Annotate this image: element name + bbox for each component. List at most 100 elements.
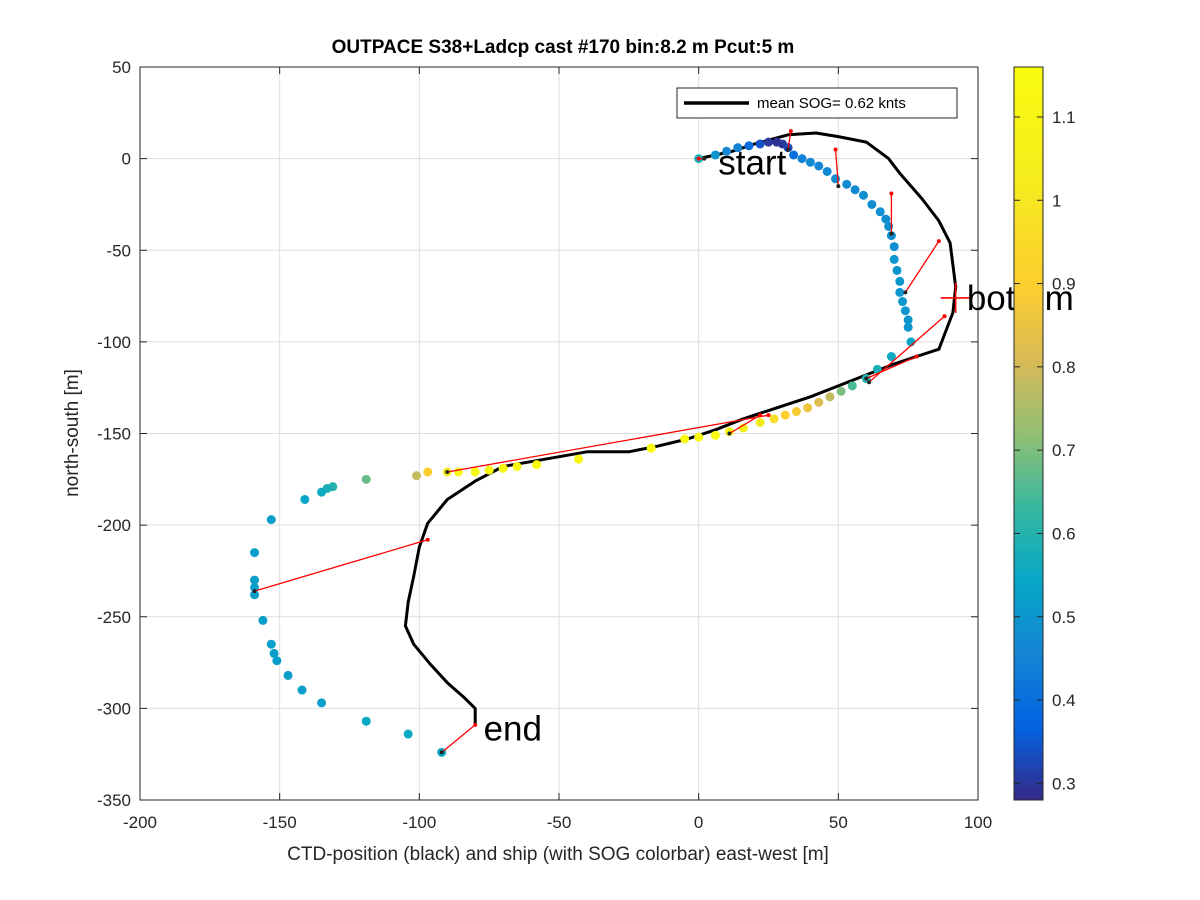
connector-line (729, 414, 761, 435)
ship-point (895, 287, 905, 297)
colorbar-tick-label: 0.5 (1052, 608, 1076, 627)
y-tick-label: 50 (112, 58, 131, 77)
ship-point (283, 670, 293, 680)
ship-point (403, 729, 413, 739)
ship-point (266, 515, 276, 525)
y-tick-label: -250 (97, 608, 131, 627)
ship-point (903, 315, 913, 325)
ship-point (744, 141, 754, 151)
legend-label: mean SOG= 0.62 knts (757, 95, 906, 112)
ctd-track (403, 131, 958, 725)
connector-end-dot (696, 156, 701, 161)
colorbar-tick-label: 0.9 (1052, 275, 1076, 294)
ship-point (814, 161, 824, 171)
legend: mean SOG= 0.62 knts (676, 87, 958, 119)
connector-end-dot (473, 722, 478, 727)
ship-point (822, 166, 832, 176)
connector-lines (252, 129, 947, 755)
colorbar-tick-label: 0.3 (1052, 774, 1076, 793)
colorbar-tick-label: 0.4 (1052, 691, 1076, 710)
markers (940, 282, 971, 313)
ship-point (300, 494, 310, 504)
colorbar-tick-label: 0.8 (1052, 358, 1076, 377)
ship-point (769, 414, 779, 424)
annotation-end: end (484, 710, 542, 749)
ship-point (895, 276, 905, 286)
ship-point (317, 698, 327, 708)
connector-end-dot (425, 537, 430, 542)
ship-point (872, 364, 882, 374)
colorbar: 0.3 0.4 0.5 0.6 0.7 0.8 0.9 1 1.1 (1013, 66, 1076, 801)
colorbar-ticks: 0.3 0.4 0.5 0.6 0.7 0.8 0.9 1 1.1 (1014, 108, 1076, 793)
annotation-start: start (718, 143, 786, 182)
ship-point (755, 418, 765, 428)
grid (140, 67, 978, 800)
y-tick-label: -50 (106, 241, 131, 260)
ctd-track-line (403, 131, 958, 725)
x-tick-label: 0 (694, 813, 703, 832)
ship-point (250, 575, 260, 585)
ship-point (738, 423, 748, 433)
ship-point (297, 685, 307, 695)
y-tick-label: -100 (97, 333, 131, 352)
connector-line (254, 539, 428, 592)
y-tick-label: 0 (122, 150, 131, 169)
ship-point (886, 352, 896, 362)
ship-point (680, 434, 690, 444)
ship-point (272, 656, 282, 666)
x-tick-label: 100 (964, 813, 992, 832)
connector-end-dot (833, 147, 838, 152)
ship-point (892, 265, 902, 275)
connector-end-dot (864, 376, 869, 381)
ship-point (250, 582, 260, 592)
connector-end-dot (936, 239, 941, 244)
ship-point (850, 185, 860, 195)
connector-end-dot (914, 354, 919, 359)
ship-point (791, 407, 801, 417)
y-axis-label: north-south [m] (62, 369, 83, 497)
x-tick-label: 50 (829, 813, 848, 832)
ship-point (423, 467, 433, 477)
ship-point (875, 207, 885, 217)
colorbar-gradient (1013, 66, 1044, 801)
connector-end-dot (439, 750, 444, 755)
ship-point (250, 590, 260, 600)
y-tick-label: -150 (97, 425, 131, 444)
ship-point (881, 214, 891, 224)
ship-point (831, 174, 841, 184)
ship-point (710, 430, 720, 440)
ship-point (789, 150, 799, 160)
ship-point (903, 322, 913, 332)
ship-point (532, 460, 542, 470)
ship-point (858, 190, 868, 200)
ship-point (269, 648, 279, 658)
y-tick-label: -350 (97, 791, 131, 810)
ship-point (867, 199, 877, 209)
colorbar-tick-label: 0.7 (1052, 441, 1076, 460)
ship-point (484, 465, 494, 475)
ship-point (805, 157, 815, 167)
ship-point (889, 242, 899, 252)
connector-end-dot (889, 191, 894, 196)
connector-end-dot (786, 147, 791, 152)
connector-end-dot (942, 314, 947, 319)
x-tick-label: -100 (402, 813, 436, 832)
x-tick-label: -150 (263, 813, 297, 832)
x-tick-label: -200 (123, 813, 157, 832)
ship-point (361, 716, 371, 726)
x-axis-label: CTD-position (black) and ship (with SOG … (287, 844, 829, 865)
connector-end-dot (252, 589, 257, 594)
connector-end-dot (788, 129, 793, 134)
x-axis-ticks: -200 -150 -100 -50 0 50 100 (123, 67, 992, 832)
connector-line (834, 149, 839, 187)
connector-end-dot (903, 290, 908, 295)
colorbar-tick-label: 1.1 (1052, 108, 1076, 127)
ship-point (814, 397, 824, 407)
ship-point (803, 403, 813, 413)
connector-line (866, 355, 917, 380)
y-tick-label: -200 (97, 516, 131, 535)
ship-point (797, 154, 807, 164)
ship-point (900, 306, 910, 316)
ship-point (842, 179, 852, 189)
ship-point (412, 471, 422, 481)
